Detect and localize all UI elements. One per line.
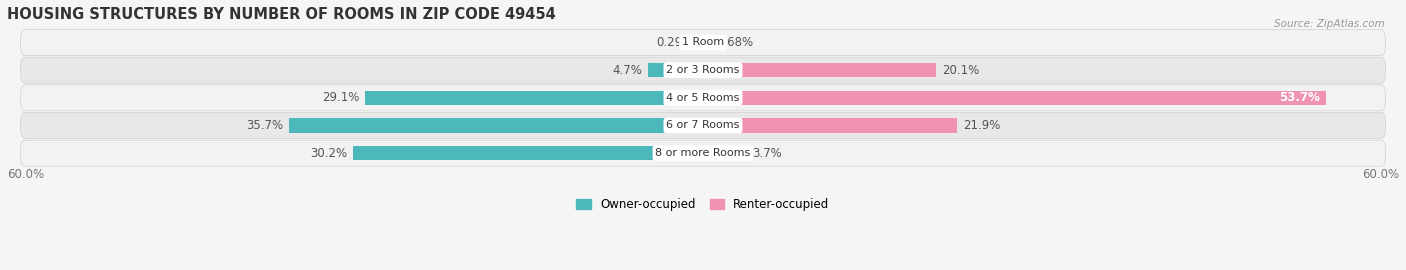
Text: 0.68%: 0.68% (717, 36, 754, 49)
Bar (703, 63, 936, 77)
Bar (648, 63, 703, 77)
Text: 60.0%: 60.0% (7, 168, 44, 181)
Text: 8 or more Rooms: 8 or more Rooms (655, 148, 751, 158)
FancyBboxPatch shape (21, 57, 1385, 83)
Bar (353, 146, 703, 160)
FancyBboxPatch shape (21, 140, 1385, 166)
Bar (703, 35, 711, 50)
Text: 3.7%: 3.7% (752, 147, 782, 160)
Text: 4.7%: 4.7% (613, 64, 643, 77)
Bar (703, 146, 747, 160)
Text: 21.9%: 21.9% (963, 119, 1000, 132)
Text: 35.7%: 35.7% (246, 119, 283, 132)
Legend: Owner-occupied, Renter-occupied: Owner-occupied, Renter-occupied (572, 194, 834, 216)
Text: Source: ZipAtlas.com: Source: ZipAtlas.com (1274, 19, 1385, 29)
Text: 2 or 3 Rooms: 2 or 3 Rooms (666, 65, 740, 75)
Text: 60.0%: 60.0% (1362, 168, 1399, 181)
Text: HOUSING STRUCTURES BY NUMBER OF ROOMS IN ZIP CODE 49454: HOUSING STRUCTURES BY NUMBER OF ROOMS IN… (7, 7, 555, 22)
Bar (700, 35, 703, 50)
Bar (703, 91, 1326, 105)
FancyBboxPatch shape (21, 113, 1385, 139)
Text: 29.1%: 29.1% (322, 91, 360, 104)
Text: 1 Room: 1 Room (682, 38, 724, 48)
Bar (703, 118, 957, 133)
Text: 6 or 7 Rooms: 6 or 7 Rooms (666, 120, 740, 130)
FancyBboxPatch shape (21, 29, 1385, 56)
Text: 0.29%: 0.29% (657, 36, 693, 49)
Text: 4 or 5 Rooms: 4 or 5 Rooms (666, 93, 740, 103)
Bar (288, 118, 703, 133)
Text: 30.2%: 30.2% (309, 147, 347, 160)
Bar (366, 91, 703, 105)
Text: 53.7%: 53.7% (1279, 91, 1320, 104)
FancyBboxPatch shape (21, 85, 1385, 111)
Text: 20.1%: 20.1% (942, 64, 979, 77)
